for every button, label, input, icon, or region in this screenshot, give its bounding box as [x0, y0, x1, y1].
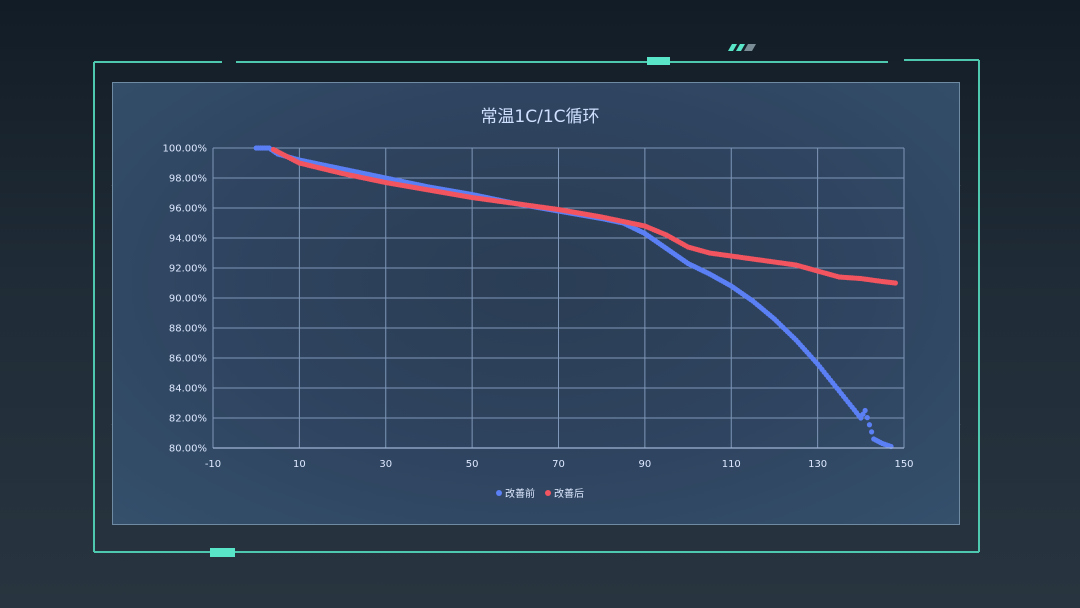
data-point: [869, 429, 875, 435]
x-tick-label: 10: [293, 459, 306, 470]
accent-block-bottom: [210, 548, 235, 557]
y-tick-label: 80.00%: [169, 444, 207, 455]
y-tick-label: 90.00%: [169, 294, 207, 305]
chart-legend: 改善前 改善后: [0, 485, 1080, 500]
series-1: [270, 146, 898, 286]
data-point: [862, 407, 868, 414]
legend-label: 改善后: [554, 489, 584, 500]
legend-label: 改善前: [505, 489, 535, 500]
y-tick-label: 96.00%: [169, 204, 207, 215]
x-tick-label: 90: [639, 459, 652, 470]
data-point: [864, 415, 870, 421]
x-tick-label: 130: [808, 459, 827, 470]
x-tick-label: 70: [552, 459, 565, 470]
legend-item-1[interactable]: 改善后: [545, 485, 584, 500]
y-tick-label: 94.00%: [169, 234, 207, 245]
legend-marker: [545, 489, 551, 496]
y-tick-label: 100.00%: [163, 144, 208, 155]
x-tick-label: 30: [379, 459, 392, 470]
x-tick-label: -10: [205, 459, 221, 470]
legend-item-0[interactable]: 改善前: [496, 485, 535, 500]
y-tick-label: 88.00%: [169, 324, 207, 335]
y-tick-label: 82.00%: [169, 414, 207, 425]
data-point: [866, 422, 873, 428]
y-tick-label: 84.00%: [169, 384, 207, 395]
x-tick-label: 50: [466, 459, 479, 470]
chart-title: 常温1C/1C循环: [480, 107, 600, 127]
data-point: [892, 280, 898, 286]
series-0: [253, 145, 894, 450]
y-tick-label: 86.00%: [169, 354, 207, 365]
y-tick-label: 92.00%: [169, 264, 207, 275]
accent-block-top: [647, 57, 670, 65]
x-tick-label: 110: [722, 459, 741, 470]
y-tick-label: 98.00%: [169, 174, 207, 185]
legend-marker: [496, 489, 502, 496]
chart-panel: [112, 82, 960, 525]
x-tick-label: 150: [894, 459, 913, 470]
